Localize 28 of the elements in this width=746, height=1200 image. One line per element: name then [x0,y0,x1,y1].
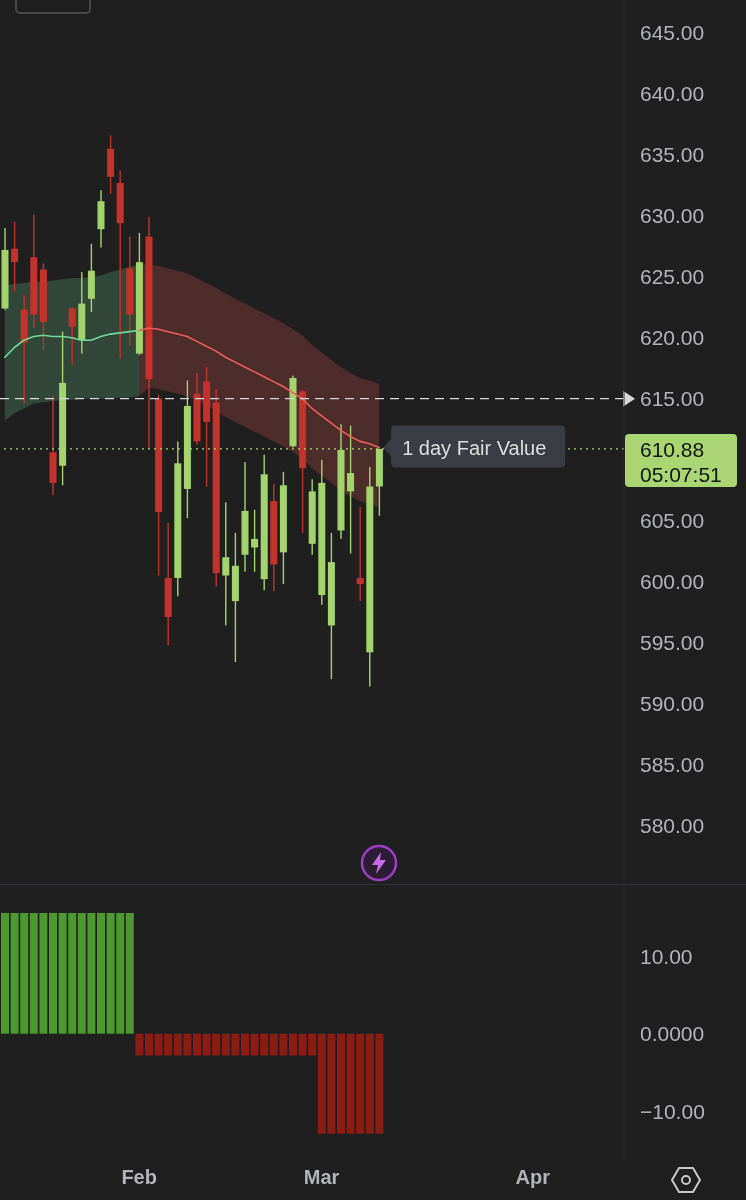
y-tick-label: 10.00 [640,944,693,968]
y-tick-label: 600.00 [640,570,705,594]
ref-line-label: 610.88 [640,437,705,461]
candlestick [222,501,230,627]
y-tick-label: 0.0000 [640,1022,705,1046]
text: 05:07:51 [640,462,722,486]
x-tick-label: Mar [303,1166,340,1188]
candlestick [11,221,19,293]
y-tick-label: 595.00 [640,631,705,655]
y-tick-label: 615.00 [640,387,705,411]
candlestick [356,506,364,602]
x-tick-label: Apr [515,1166,551,1188]
y-tick-label: 580.00 [640,814,705,838]
series-label: 1 day Fair Value [402,436,547,459]
y-tick-label: 620.00 [640,326,705,350]
x-tick-label: Feb [121,1166,157,1188]
y-tick-label: −10.00 [640,1099,705,1123]
y-tick-label: 605.00 [640,509,705,533]
y-tick-label: 635.00 [640,143,705,167]
candlestick [251,508,259,573]
y-tick-label: 645.00 [640,21,705,45]
line-series [4,329,140,359]
y-tick-label: 630.00 [640,204,705,228]
candlestick [68,306,76,366]
y-tick-label: 640.00 [640,82,705,106]
y-tick-label: 585.00 [640,753,705,777]
y-tick-label: 625.00 [640,265,705,289]
y-tick-label: 590.00 [640,692,705,716]
